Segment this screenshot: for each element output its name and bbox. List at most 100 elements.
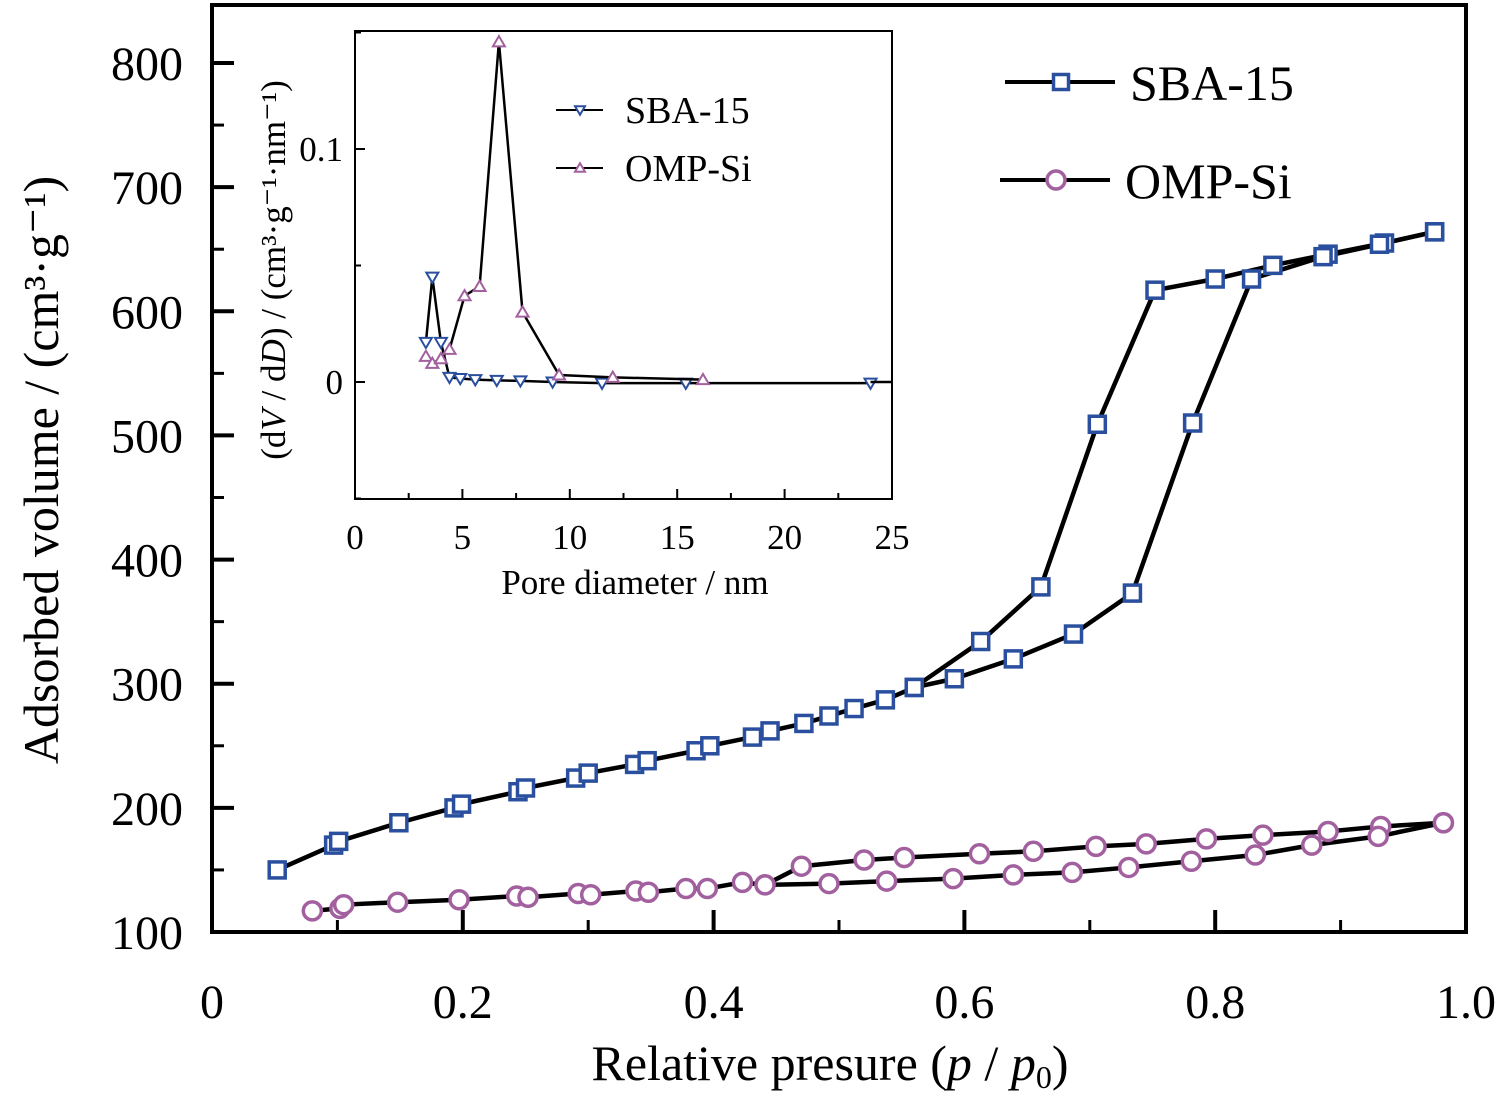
- inset-series: [418, 34, 892, 391]
- data-point: [1313, 246, 1333, 267]
- y-tick-label: 700: [111, 162, 183, 215]
- data-point: [1424, 222, 1445, 242]
- inset-legend-label: OMP-Si: [625, 148, 752, 190]
- inset-legend-marker: [573, 161, 587, 173]
- data-point: [389, 813, 409, 833]
- data-point: [696, 877, 719, 900]
- data-point: [1087, 414, 1108, 435]
- data-point: [1367, 825, 1389, 848]
- data-point: [760, 721, 780, 741]
- data-point: [944, 668, 965, 689]
- inset-data-point: [471, 278, 488, 292]
- inset-x-tick-label: 20: [767, 518, 802, 557]
- data-point: [637, 750, 657, 771]
- data-point: [1205, 269, 1225, 289]
- inset-legend-label: SBA-15: [625, 90, 750, 132]
- data-point: [819, 706, 839, 726]
- data-point: [1085, 835, 1107, 858]
- x-tick-label: 0.6: [934, 976, 994, 1029]
- data-point: [1002, 864, 1025, 886]
- data-point: [328, 831, 349, 852]
- data-point: [844, 698, 864, 719]
- data-point: [970, 631, 991, 652]
- x-tick-label: 0: [200, 976, 224, 1029]
- data-point: [754, 874, 776, 896]
- data-point: [515, 778, 536, 798]
- legend-item-omp-si: OMP-Si: [1000, 153, 1292, 209]
- data-point: [1195, 828, 1218, 850]
- series-line-desorption: [913, 229, 1436, 690]
- data-point: [904, 677, 924, 698]
- data-point: [579, 884, 602, 906]
- data-point: [1117, 856, 1140, 879]
- inset-series-line: [424, 275, 871, 385]
- inset-x-axis-title: Pore diameter / nm: [501, 563, 768, 602]
- x-tick-label: 1.0: [1436, 976, 1496, 1029]
- data-point: [517, 886, 539, 908]
- inset-data-point: [441, 341, 458, 355]
- data-point: [1182, 413, 1203, 433]
- inset-x-tick-label: 10: [552, 518, 587, 557]
- data-point: [448, 888, 470, 911]
- data-point: [637, 881, 660, 904]
- y-tick-label: 600: [111, 286, 183, 339]
- main-series: [267, 222, 1455, 922]
- y-tick-label: 100: [111, 907, 183, 960]
- y-tick-label: 800: [111, 38, 183, 91]
- data-point: [1252, 824, 1274, 846]
- inset-x-tick-label: 15: [660, 518, 695, 557]
- data-point: [853, 849, 875, 871]
- inset-y-tick-label: 0: [326, 363, 344, 402]
- series-line-adsorption: [312, 820, 1444, 914]
- inset-ticks: [354, 31, 893, 500]
- data-point: [731, 871, 754, 894]
- data-point: [332, 893, 355, 916]
- data-point: [893, 846, 915, 869]
- data-point: [1145, 280, 1165, 300]
- inset-data-point: [605, 369, 621, 383]
- x-tick-label: 0.4: [684, 976, 744, 1029]
- data-point: [1244, 844, 1267, 866]
- data-point: [742, 727, 763, 747]
- data-point: [968, 843, 991, 865]
- data-point: [1301, 834, 1323, 856]
- inset-data-point: [491, 34, 507, 48]
- inset-data-point: [594, 377, 610, 391]
- y-tick-label: 200: [111, 783, 183, 836]
- data-point: [267, 860, 287, 880]
- inset-x-tick-label: 25: [875, 518, 910, 557]
- inset-legend-marker: [573, 105, 587, 117]
- inset-series-sba-15: [418, 271, 879, 391]
- data-point: [675, 877, 697, 900]
- data-point: [1122, 583, 1143, 603]
- data-point: [301, 900, 324, 922]
- data-point: [875, 690, 896, 710]
- main-plot: 0 0.2 0.4 0.6 0.8 1.0100200300400500600700800…: [13, 3, 1496, 1094]
- main-ticks: [210, 61, 1468, 934]
- y-tick-label: 500: [111, 410, 183, 463]
- data-point: [790, 855, 813, 877]
- inset-data-point: [514, 304, 531, 318]
- inset-legend-item-sba-15: SBA-15: [556, 90, 750, 132]
- inset-data-point: [424, 271, 441, 285]
- legend-item-sba-15: SBA-15: [1005, 55, 1294, 111]
- x-tick-label: 0.8: [1185, 976, 1245, 1029]
- data-point: [794, 713, 814, 734]
- data-point: [1180, 850, 1203, 872]
- inset-data-point: [452, 373, 469, 387]
- inset-data-point: [441, 371, 458, 386]
- inset-data-point: [433, 351, 449, 365]
- inset-data-point: [695, 371, 711, 386]
- data-point: [1063, 624, 1084, 644]
- data-point: [1135, 833, 1157, 855]
- legend-label: SBA-15: [1130, 55, 1294, 111]
- inset-y-tick-label: 0.1: [299, 130, 343, 169]
- data-point: [875, 870, 898, 892]
- main-y-axis-title: Adsorbed volume / (cm³·g⁻¹): [13, 176, 69, 764]
- inset-plot-frame: [354, 30, 893, 500]
- inset-data-point: [418, 336, 434, 351]
- main-x-axis-title: Relative presure (p / p0): [592, 1035, 1069, 1094]
- y-tick-label: 400: [111, 535, 183, 588]
